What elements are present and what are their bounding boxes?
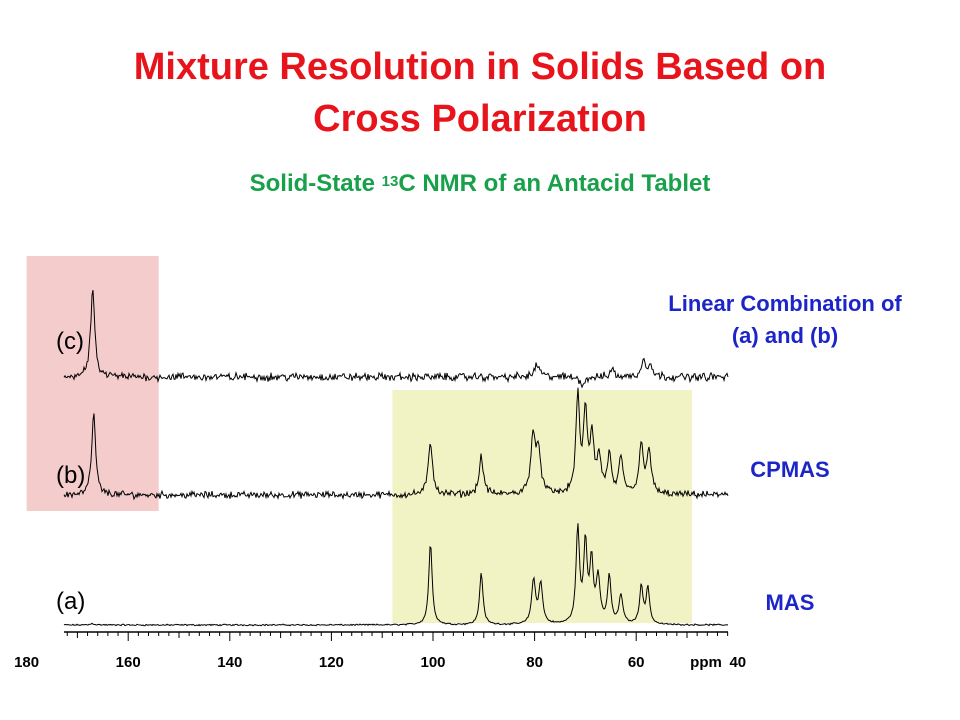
x-axis-unit: ppm [690,654,722,671]
x-tick-label: 160 [116,654,141,671]
subtitle-suffix: C NMR of an Antacid Tablet [398,170,711,197]
subtitle-prefix: Solid-State [249,170,382,197]
trace-label-a: (a) [56,588,86,615]
spectrum-trace-b [63,387,729,501]
spectrum-traces [63,290,729,627]
x-tick-label: 120 [319,654,344,671]
x-axis: 180 160 140 120 100 80 60 40 ppm [14,631,746,671]
series-label-c-line1: Linear Combination of [668,291,902,316]
x-tick-label: 140 [217,654,242,671]
x-tick-label: 40 [729,654,746,671]
spectrum-trace-c [63,290,729,389]
series-label-c-line2: (a) and (b) [731,323,839,348]
x-tick-label: 60 [628,654,645,671]
series-label-a: MAS [765,590,815,615]
highlight-band-2 [392,390,693,623]
trace-label-c: (c) [56,328,84,355]
series-label-b: CPMAS [750,457,830,482]
title-line-2: Cross Polarization [313,98,647,140]
title-line-1: Mixture Resolution in Solids Based on [133,46,827,88]
highlight-band-1 [26,256,159,511]
subtitle-superscript: 13 [381,173,399,190]
trace-label-b: (b) [56,462,86,489]
highlight-bands [26,256,693,623]
x-tick-label: 180 [14,654,39,671]
spectrum-trace-a [63,523,729,627]
x-tick-label: 100 [420,654,445,671]
series-label-c: Linear Combination of (a) and (b) [630,288,940,352]
subtitle: Solid-State 13C NMR of an Antacid Tablet [0,168,960,200]
x-tick-label: 80 [526,654,543,671]
